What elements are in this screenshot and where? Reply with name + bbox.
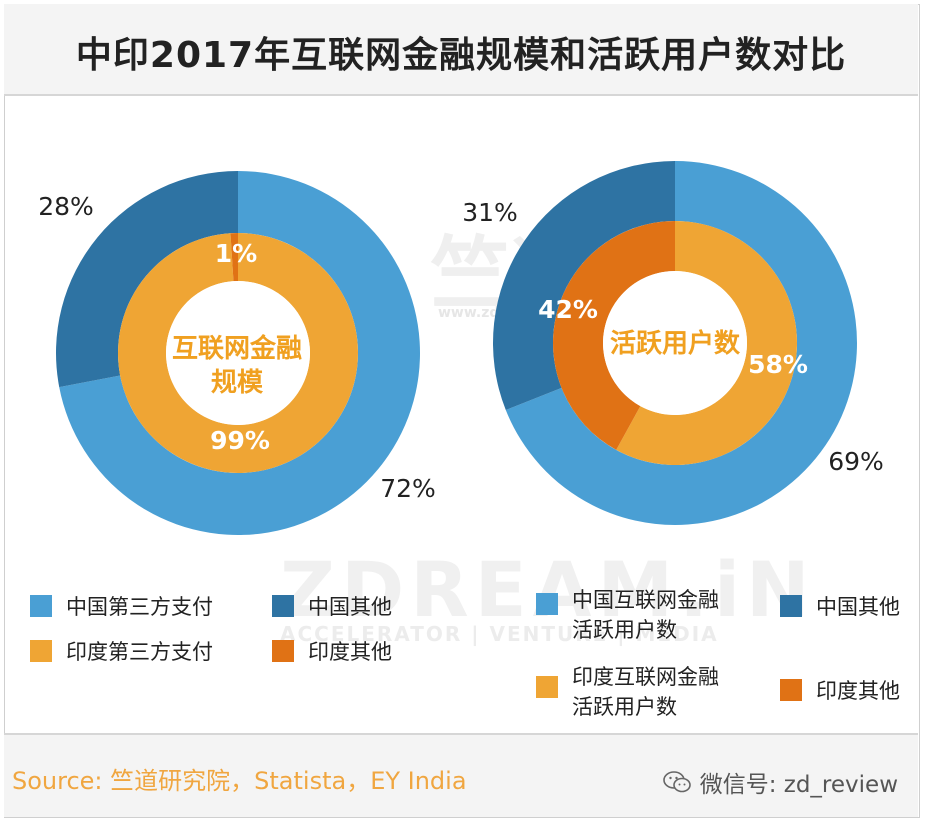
- chart-internet-finance-scale: 72% 28% 99% 1% 互联网金融规模: [38, 171, 436, 535]
- donut-center: [603, 271, 747, 415]
- outer-slice-payment: [505, 161, 858, 525]
- inner-slice-label: 99%: [210, 426, 270, 455]
- legend-label: 中国其他: [308, 595, 392, 619]
- legend-swatch: [30, 640, 52, 662]
- legend-label: 印度第三方支付: [66, 640, 213, 664]
- inner-slice-label: 1%: [215, 239, 257, 268]
- legend-item: 中国第三方支付: [30, 592, 213, 622]
- donut-center-label: 活跃用户数: [610, 328, 741, 359]
- inner-slice-other: [553, 221, 675, 450]
- legend-label: 印度其他: [308, 640, 392, 664]
- legend-item: 印度互联网金融 活跃用户数: [536, 662, 719, 722]
- legend-swatch: [536, 676, 558, 698]
- legend-item: 中国互联网金融 活跃用户数: [536, 585, 719, 645]
- wechat-label: 微信号: zd_review: [699, 772, 898, 798]
- outer-slice-label: 31%: [462, 198, 518, 227]
- chart-active-users: 69% 31% 58% 42% 活跃用户数: [462, 161, 884, 525]
- wechat-icon: [662, 771, 691, 793]
- inner-slice-payment: [117, 233, 358, 473]
- outer-slice-label: 69%: [828, 447, 884, 476]
- inner-slice-label: 42%: [538, 295, 598, 324]
- legend-swatch: [272, 595, 294, 617]
- footer: Source: 竺道研究院，Statista，EY India 微信号: zd_…: [4, 733, 918, 817]
- legend-item: 中国其他: [272, 592, 392, 622]
- legend-swatch: [536, 593, 558, 615]
- source-note: Source: 竺道研究院，Statista，EY India: [12, 767, 467, 795]
- legend-label: 中国第三方支付: [66, 595, 213, 619]
- donut-center-label: 规模: [211, 368, 264, 398]
- legend-swatch: [780, 595, 802, 617]
- legend-label: 中国互联网金融 活跃用户数: [572, 588, 719, 642]
- legend-item: 印度第三方支付: [30, 637, 213, 667]
- legend-item: 中国其他: [780, 592, 900, 622]
- outer-slice-other: [55, 171, 238, 388]
- inner-slice-payment: [616, 221, 797, 465]
- page-title: 中印2017年互联网金融规模和活跃用户数对比: [75, 35, 847, 76]
- legend-item: 印度其他: [780, 676, 900, 706]
- outer-slice-label: 28%: [38, 192, 94, 221]
- outer-slice-other: [493, 161, 675, 410]
- legend-item: 印度其他: [272, 637, 392, 667]
- inner-slice-other: [230, 233, 238, 282]
- legend-label: 印度其他: [816, 679, 900, 703]
- title-bar: 中印2017年互联网金融规模和活跃用户数对比: [4, 4, 918, 96]
- donut-center-label: 互联网金融: [172, 333, 302, 364]
- outer-slice-payment: [59, 171, 420, 535]
- legend-swatch: [272, 640, 294, 662]
- legend-swatch: [780, 679, 802, 701]
- donut-center: [166, 281, 310, 425]
- legend-label: 中国其他: [816, 595, 900, 619]
- wechat-id: 微信号: zd_review: [662, 765, 898, 799]
- outer-slice-label: 72%: [380, 474, 436, 503]
- legend-label: 印度互联网金融 活跃用户数: [572, 665, 719, 719]
- legend-swatch: [30, 595, 52, 617]
- inner-slice-label: 58%: [748, 350, 808, 379]
